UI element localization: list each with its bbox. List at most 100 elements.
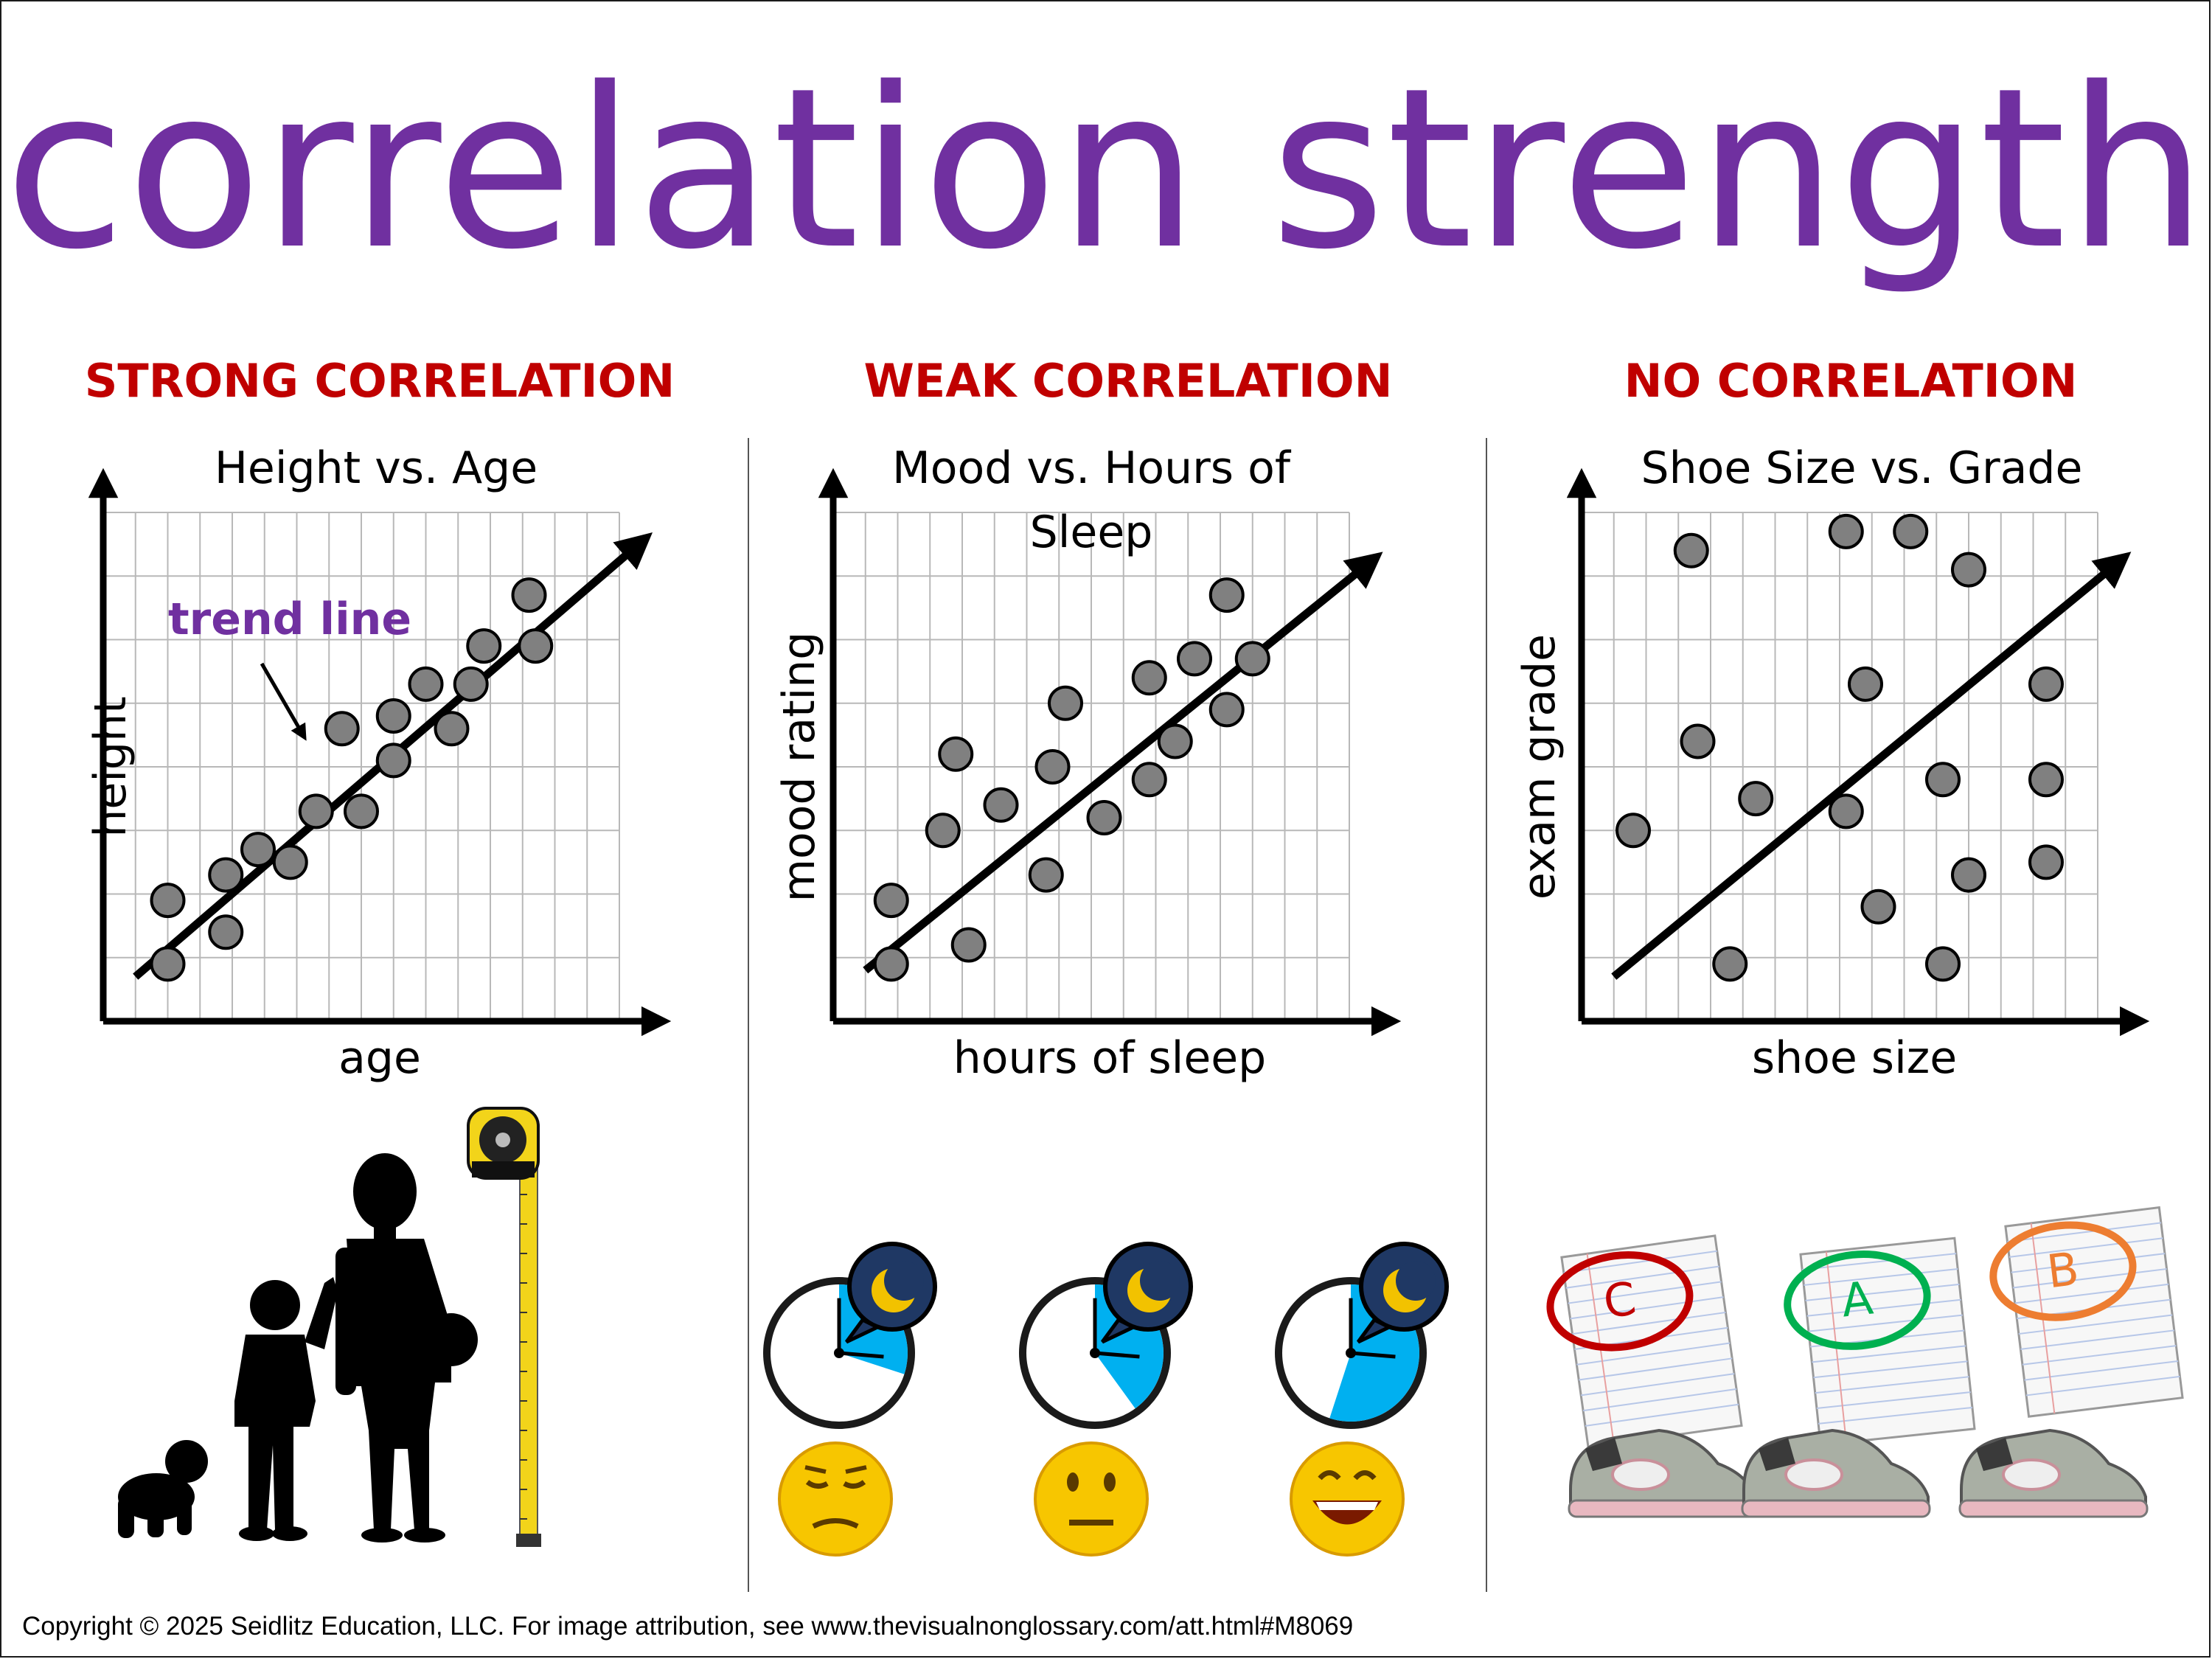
chart-none: Shoe Size vs. Grade shoe size exam grade: [1514, 442, 2150, 1084]
x-axis-label-weak: hours of sleep: [953, 1032, 1267, 1084]
moon-bubble-tail: [1100, 1317, 1138, 1344]
clock-hand-hour: [838, 1351, 884, 1359]
data-point: [1208, 577, 1245, 613]
data-point: [1028, 857, 1064, 893]
chart-title-strong: Height vs. Age: [215, 442, 538, 494]
baby-silhouette: [118, 1440, 208, 1538]
annotation-arrow: [260, 662, 307, 741]
data-point: [240, 832, 276, 868]
data-point: [1086, 800, 1122, 835]
shoe-collar: [1759, 1438, 1795, 1471]
data-point: [466, 628, 502, 664]
data-point: [1893, 513, 1929, 549]
sneaker-icon: [1741, 1428, 1931, 1518]
x-axis-label-none: shoe size: [1752, 1032, 1957, 1084]
data-point: [1234, 641, 1270, 677]
moon-shadow: [1140, 1261, 1180, 1301]
trend-line-annotation: trend line: [168, 594, 411, 645]
grade-circle: [1784, 1251, 1931, 1350]
grade-circle: [1546, 1251, 1694, 1352]
shoe-logo: [2002, 1458, 2061, 1491]
data-point: [1131, 660, 1167, 696]
divider-right: [1486, 438, 1487, 1592]
clock-hand-hour: [1094, 1351, 1140, 1359]
clock-center: [834, 1348, 844, 1358]
clock-icon: [1019, 1242, 1193, 1429]
heading-strong: STRONG CORRELATION: [84, 354, 675, 408]
data-point: [324, 711, 360, 747]
data-point: [272, 844, 308, 880]
neutral-face-icon: [1034, 1441, 1149, 1557]
clock-center: [1090, 1348, 1100, 1358]
data-point: [925, 813, 961, 849]
data-point: [511, 577, 547, 613]
data-point: [1925, 762, 1961, 798]
sneakers: [1568, 1428, 2149, 1518]
data-point: [375, 698, 411, 734]
x-axis-label-strong: age: [338, 1032, 421, 1084]
data-point: [453, 666, 489, 702]
sneaker-icon: [1958, 1428, 2149, 1518]
grade-letter: C: [1600, 1271, 1639, 1329]
heading-none: NO CORRELATION: [1624, 354, 2078, 408]
moon-bubble-tail: [1356, 1317, 1394, 1344]
data-point: [1048, 685, 1083, 721]
data-point: [1828, 513, 1864, 549]
grade-letter: B: [2044, 1242, 2081, 1299]
data-point: [298, 793, 334, 830]
y-axis-label-weak: mood rating: [773, 632, 825, 902]
child-silhouette: [234, 1277, 338, 1541]
chart-weak: Mood vs. Hours of Sleep hours of sleep mood…: [773, 442, 1402, 1084]
graded-paper-b: B: [1989, 1206, 2184, 1418]
moon-shadow: [1396, 1261, 1436, 1301]
chart-title-weak: Mood vs. Hours of: [892, 442, 1292, 494]
data-point: [1951, 552, 1986, 588]
graded-paper-a: A: [1784, 1237, 1976, 1447]
y-axis-label-strong: height: [85, 696, 136, 837]
data-point: [1828, 793, 1864, 830]
clock-center: [1346, 1348, 1356, 1358]
sad-face-icon: [778, 1441, 893, 1557]
data-point: [1925, 946, 1961, 982]
data-point: [208, 857, 244, 893]
shoe-collar: [1976, 1438, 2013, 1471]
data-point: [150, 946, 186, 982]
data-point: [950, 927, 987, 963]
data-point: [1157, 723, 1193, 759]
data-point: [938, 736, 974, 772]
trend-line-weak: [863, 552, 1383, 974]
chart-strong: Height vs. Age age height trend line: [85, 442, 672, 1084]
data-point: [1738, 781, 1774, 817]
happy-face-icon: [1290, 1441, 1405, 1557]
shoe-logo: [1784, 1458, 1843, 1491]
graded-paper-c: C: [1546, 1234, 1743, 1449]
data-point: [2028, 666, 2064, 702]
data-point: [2028, 844, 2064, 880]
data-point: [1712, 946, 1748, 982]
grade-circle: [1989, 1221, 2137, 1321]
silhouettes-illustration: [118, 1153, 478, 1543]
moon-shadow: [884, 1261, 924, 1301]
shoe-collar: [1585, 1438, 1622, 1471]
graded-papers: C AB: [1546, 1206, 2184, 1449]
data-point: [1673, 532, 1709, 568]
heading-weak: WEAK CORRELATION: [863, 354, 1393, 408]
clock-icon: [763, 1242, 937, 1429]
data-point: [150, 883, 186, 919]
shoe-logo: [1611, 1458, 1670, 1491]
shoe-sole: [1958, 1499, 2149, 1518]
shoe-sole: [1741, 1499, 1931, 1518]
data-point: [1131, 762, 1167, 798]
data-point: [1177, 641, 1212, 677]
chart-title-weak-line2: Sleep: [1030, 507, 1153, 558]
data-point: [375, 742, 411, 779]
data-point: [1951, 857, 1986, 893]
clock-hand-hour: [1350, 1351, 1396, 1359]
data-point: [344, 793, 379, 830]
data-point: [983, 787, 1019, 823]
grade-letter: A: [1839, 1270, 1876, 1327]
data-point: [1208, 692, 1245, 728]
clock-icon: [1275, 1242, 1449, 1429]
y-axis-label-none: exam grade: [1514, 634, 1565, 900]
